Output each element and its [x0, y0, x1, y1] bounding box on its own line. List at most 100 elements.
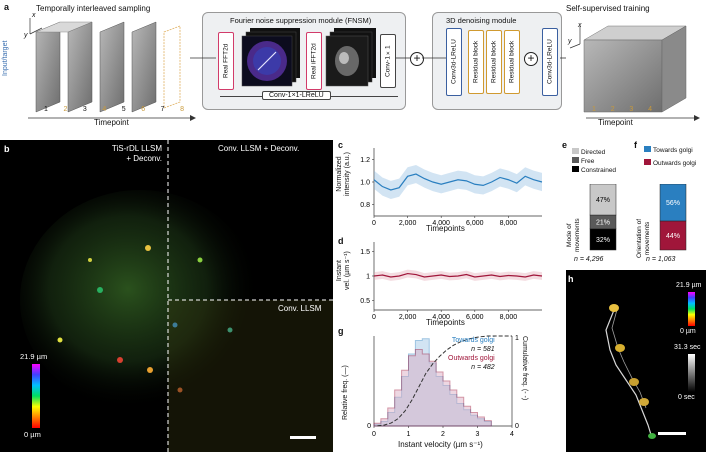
- panel-e-legend: Directed Free Constrained: [572, 148, 616, 175]
- panel-d-ylabel-1: Instant: [336, 260, 343, 282]
- panel-b-image: [0, 140, 333, 452]
- error-band: [374, 165, 542, 199]
- tick-4: 4: [102, 106, 107, 113]
- cbar-top-label: 21.9 µm: [20, 352, 48, 361]
- x-tick-label: 4,000: [432, 220, 450, 227]
- panel-a-letter: a: [4, 2, 10, 12]
- output-stack-graphic: [569, 25, 700, 121]
- tick-6: 6: [141, 106, 146, 113]
- cbar-bottom-label: 0 µm: [24, 430, 41, 439]
- legend-towards: Towards golgi: [644, 146, 704, 155]
- panel-e-ylabel: Mode of movements: [566, 218, 582, 252]
- fnsm-title: Fourier noise suppression module (FNSM): [230, 16, 372, 25]
- legend-g-n-outwards: n = 482: [471, 364, 495, 371]
- legend-constrained: Constrained: [572, 166, 616, 175]
- mean-line: [373, 173, 543, 191]
- panel-f-legend: Towards golgi Outwards golgi: [644, 146, 704, 168]
- tick-7: 7: [160, 106, 165, 113]
- tick-1: 1: [44, 106, 48, 113]
- h-cbar1-top: 21.9 µm: [676, 282, 702, 289]
- h-cbar2-top: 31.3 sec: [674, 344, 701, 351]
- panel-f-letter: f: [634, 140, 637, 150]
- panel-c-xlabel: Timepoints: [426, 224, 465, 233]
- swatch-constrained: [572, 166, 579, 172]
- legend-constrained-text: Constrained: [581, 167, 617, 174]
- panel-c-letter: c: [338, 140, 344, 150]
- x-tick-label: 4: [510, 431, 514, 438]
- sum-node-2-icon: +: [524, 52, 538, 66]
- input-target-label: Input/target: [2, 40, 9, 76]
- h-time-colorbar: [688, 354, 695, 392]
- y-tick-label: 1.0: [360, 180, 370, 187]
- x-tick-label: 6,000: [466, 314, 484, 321]
- x-tick-label: 8,000: [500, 314, 518, 321]
- swatch-towards: [644, 146, 651, 152]
- out-tick-2: 2: [610, 106, 615, 113]
- panel-e-ylabel-1: Mode of: [566, 223, 573, 247]
- legend-free: Free: [572, 157, 616, 166]
- legend-directed: Directed: [572, 148, 616, 157]
- train-title: Self-supervised training: [566, 4, 650, 13]
- histogram-series: [373, 349, 492, 427]
- y-tick-label: 1.5: [360, 249, 370, 256]
- panel-f-n: n = 1,063: [646, 256, 676, 263]
- interleaved-stacks-graphic: [28, 18, 196, 121]
- x-tick-label: 1: [407, 431, 411, 438]
- label-tisrdl-line2: + Deconv.: [126, 154, 162, 163]
- h-depth-colorbar: [688, 292, 695, 326]
- x-tick-label: 6,000: [466, 220, 484, 227]
- legend-g-towards: Towards golgi: [451, 337, 495, 344]
- depth-colorbar: [32, 364, 40, 428]
- panel-d-letter: d: [338, 236, 344, 246]
- cumulative-curve: [377, 335, 512, 427]
- y-tick-label: 1: [366, 274, 370, 281]
- denoise-title: 3D denoising module: [446, 16, 517, 25]
- legend-g-outwards: Outwards golgi: [448, 355, 495, 362]
- mean-line: [373, 272, 543, 278]
- timepoint-label-right: Timepoint: [598, 118, 633, 127]
- histogram-series: [373, 338, 492, 427]
- x-tick-label: 3: [476, 431, 480, 438]
- axis-x-label: x: [32, 12, 36, 19]
- panel-h-letter: h: [568, 274, 574, 284]
- legend-directed-text: Directed: [581, 149, 606, 156]
- out-tick-4: 4: [648, 106, 652, 113]
- label-tisrdl-line1: TiS-rDL LLSM: [111, 144, 162, 153]
- panel-e-letter: e: [562, 140, 568, 150]
- y-tick-label-left: 0: [367, 423, 371, 430]
- bar-segment: [659, 184, 687, 222]
- error-band: [374, 269, 542, 281]
- panel-f-ylabel: Orientation of movements: [636, 219, 652, 258]
- x-tick-label: 2,000: [399, 220, 417, 227]
- panel-e-stacked-bar: 32% 21% 47%: [589, 184, 617, 251]
- label-tisrdl: TiS-rDL LLSM + Deconv.: [90, 144, 162, 164]
- h-cbar2-bottom: 0 sec: [678, 394, 695, 401]
- panel-c-ylabel-2: intensity (a.u.): [344, 152, 351, 196]
- legend-outwards: Outwards golgi: [644, 159, 704, 168]
- y-tick-label: 0.5: [360, 298, 370, 305]
- panel-f-ylabel-2: movements: [644, 221, 651, 256]
- tick-3: 3: [82, 106, 87, 113]
- flow-arrows: [190, 57, 566, 59]
- label-conv-deconv: Conv. LLSM + Deconv.: [218, 144, 300, 153]
- conv1x1-lrelu-block: Conv-1×1-LReLU: [262, 91, 331, 100]
- swatch-outwards: [644, 159, 651, 165]
- output-axis-x-label: x: [578, 22, 582, 29]
- swatch-free: [572, 157, 579, 163]
- panel-d-ylabel-2: vel. (µm s⁻¹): [344, 251, 351, 290]
- panel-g-xlabel: Instant velocity (µm s⁻¹): [398, 440, 483, 449]
- bar-segment-label: 56%: [666, 200, 680, 207]
- y-tick-label: 0.8: [360, 202, 370, 209]
- x-tick-label: 8,000: [500, 220, 518, 227]
- panel-e-ylabel-2: movements: [574, 218, 581, 252]
- panel-f-stacked-bar: 44% 56%: [659, 184, 687, 251]
- tick-8: 8: [180, 106, 184, 113]
- timepoint-label-left: Timepoint: [94, 118, 129, 127]
- bar-segment: [589, 184, 617, 216]
- x-tick-label: 2: [441, 431, 445, 438]
- trajectory-image: [605, 304, 686, 439]
- panel-b-letter: b: [4, 144, 10, 154]
- swatch-directed: [572, 148, 579, 154]
- y-tick-label-right-bottom: 0: [515, 423, 519, 430]
